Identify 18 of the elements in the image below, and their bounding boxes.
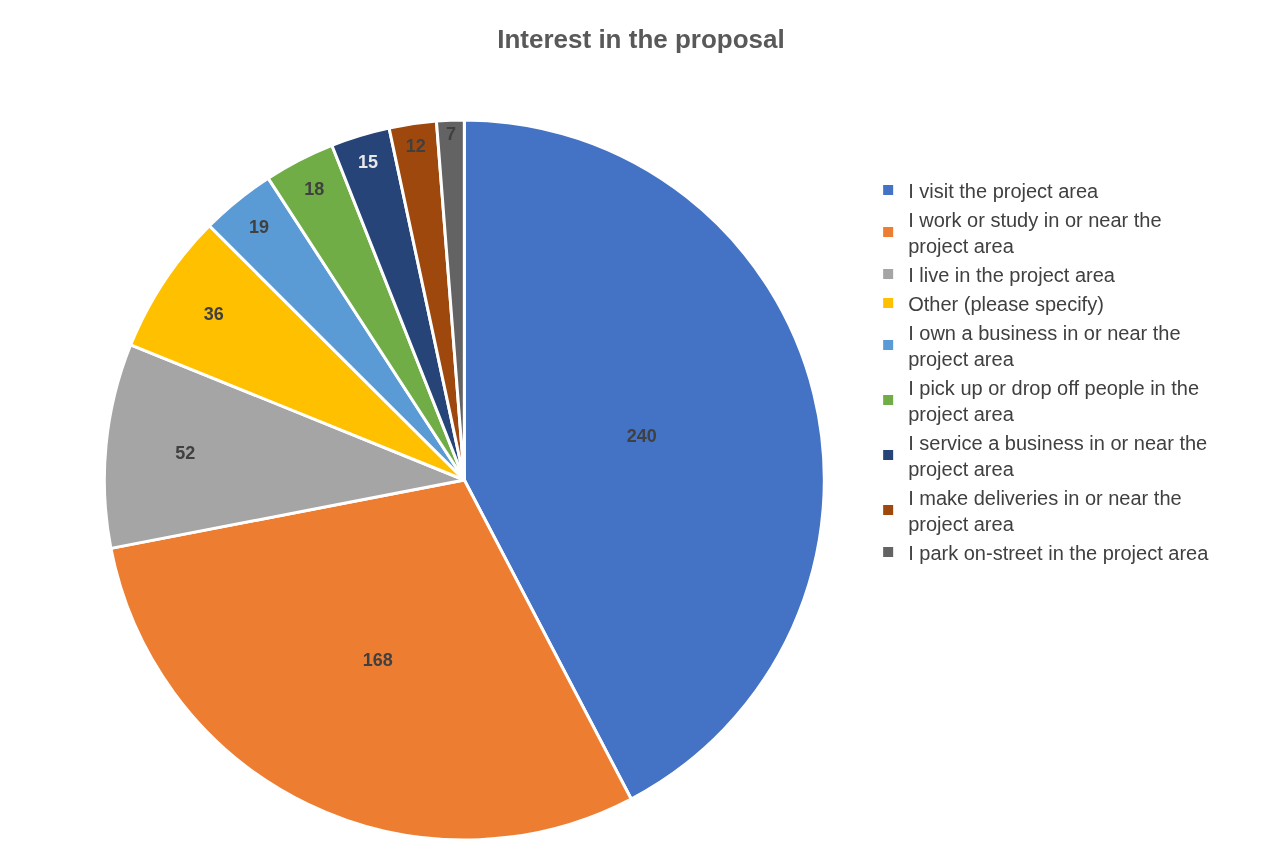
- data-label: 52: [175, 442, 196, 463]
- data-label: 15: [358, 151, 379, 172]
- legend-label: I own a business in or near the project area: [908, 321, 1181, 370]
- legend-label: Other (please specify): [908, 292, 1104, 315]
- chart-title: Interest in the proposal: [497, 24, 785, 55]
- legend-label: I make deliveries in or near the project area: [908, 486, 1182, 535]
- legend-label: I pick up or drop off people in the project area: [908, 376, 1200, 425]
- data-label: 18: [304, 179, 325, 200]
- data-label: 19: [249, 217, 270, 237]
- data-label: 12: [405, 135, 426, 156]
- legend-label: I service a business in or near the project area: [908, 431, 1208, 480]
- legend-label: I visit the project area: [908, 179, 1100, 202]
- data-label: 240: [626, 426, 657, 447]
- legend-label: I park on-street in the project area: [908, 541, 1210, 564]
- legend-label: I live in the project area: [908, 263, 1116, 286]
- data-label: 36: [203, 304, 224, 325]
- data-label: 168: [362, 649, 393, 670]
- legend-label: I work or study in or near the project area: [908, 208, 1162, 257]
